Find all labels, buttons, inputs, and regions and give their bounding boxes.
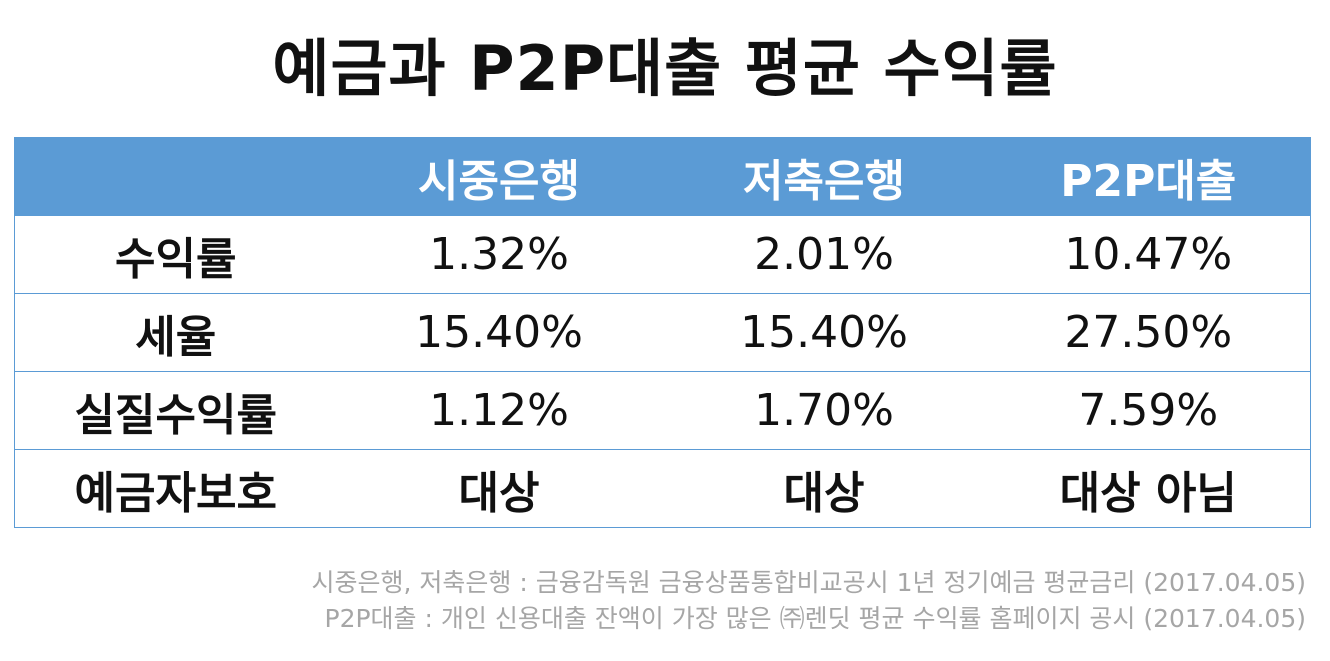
cell-value: 7.59% [986, 371, 1311, 450]
cell-value: 대상 [336, 449, 662, 528]
cell-value: 대상 아님 [986, 449, 1311, 528]
source-note-p2p: P2P대출 : 개인 신용대출 잔액이 가장 많은 ㈜렌딧 평균 수익률 홈페이… [324, 604, 1307, 633]
cell-value: 1.70% [661, 371, 987, 450]
header-p2p-loan: P2P대출 [1060, 155, 1237, 207]
cell-value: 27.50% [986, 293, 1311, 372]
cell-value: 10.47% [986, 215, 1311, 294]
row-label-yield: 수익률 [14, 215, 337, 294]
source-notes: 시중은행, 저축은행 : 금융감독원 금융상품통합비교공시 1년 정기예금 평균… [312, 565, 1307, 637]
cell-value: 1.12% [336, 371, 662, 450]
cell-value: 15.40% [661, 293, 987, 372]
page-title: 예금과 P2P대출 평균 수익률 [272, 32, 1058, 105]
row-label-real-yield: 실질수익률 [14, 371, 337, 450]
header-commercial-bank: 시중은행 [418, 155, 580, 207]
table-row: 수익률 1.32% 2.01% 10.47% [14, 215, 1311, 294]
cell-value: 1.32% [336, 215, 662, 294]
cell-value: 2.01% [661, 215, 987, 294]
source-note-banks: 시중은행, 저축은행 : 금융감독원 금융상품통합비교공시 1년 정기예금 평균… [311, 568, 1307, 597]
table-row: 세율 15.40% 15.40% 27.50% [14, 293, 1311, 372]
table-row: 실질수익률 1.12% 1.70% 7.59% [14, 371, 1311, 450]
table-row: 예금자보호 대상 대상 대상 아님 [14, 449, 1311, 528]
comparison-table: 시중은행 저축은행 P2P대출 수익률 1.32% 2.01% 10.47% 세… [14, 137, 1311, 528]
cell-value: 대상 [661, 449, 987, 528]
header-savings-bank: 저축은행 [743, 155, 905, 207]
header-empty-cell [15, 138, 337, 216]
table-header-row: 시중은행 저축은행 P2P대출 [14, 137, 1311, 216]
row-label-deposit-protection: 예금자보호 [14, 449, 337, 528]
row-label-tax-rate: 세율 [14, 293, 337, 372]
cell-value: 15.40% [336, 293, 662, 372]
